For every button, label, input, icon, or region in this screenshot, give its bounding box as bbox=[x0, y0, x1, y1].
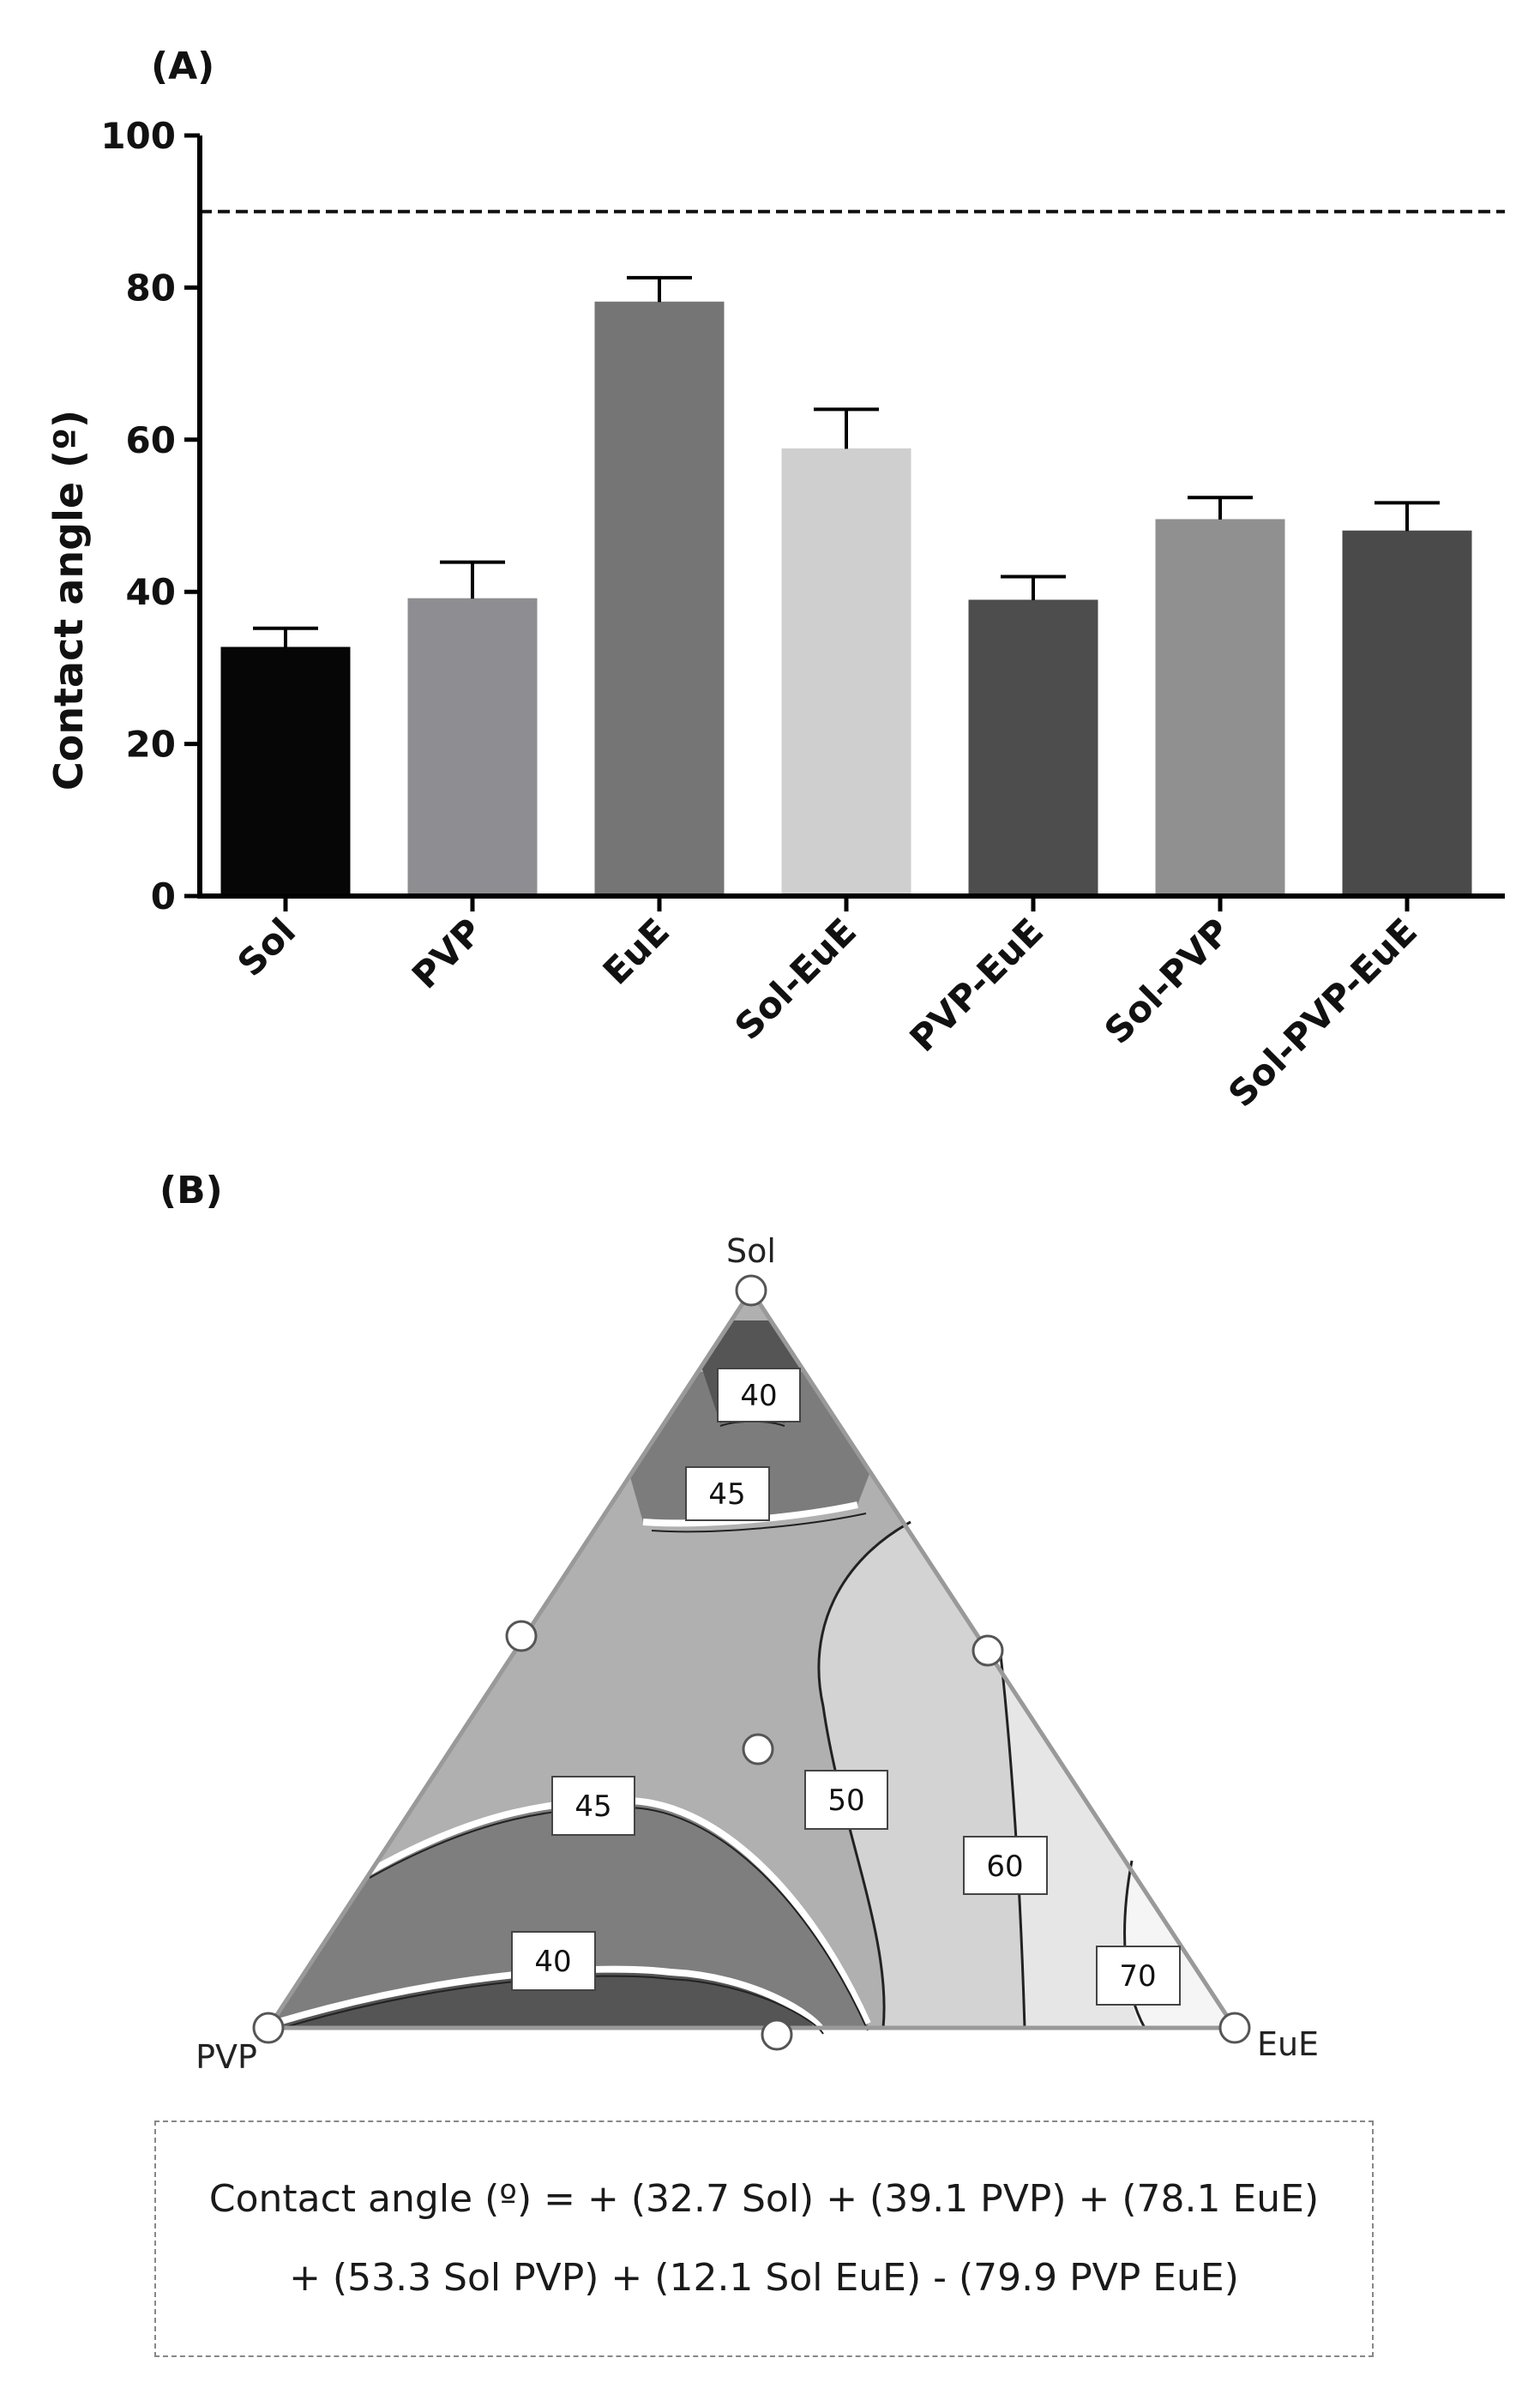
bar bbox=[1342, 530, 1472, 897]
contour-label: 70 bbox=[1096, 1946, 1181, 2006]
y-tick-label: 100 bbox=[100, 115, 176, 157]
contour-label: 45 bbox=[551, 1776, 635, 1836]
vertex-label-eue: EuE bbox=[1257, 2025, 1319, 2063]
region-above-70 bbox=[1124, 1844, 1235, 2028]
bar bbox=[1155, 519, 1285, 897]
equation-line-2: + (53.3 Sol PVP) + (12.1 Sol EuE) - (79.… bbox=[289, 2256, 1239, 2300]
svg-text:40: 40 bbox=[740, 1379, 777, 1413]
design-point bbox=[972, 1634, 1004, 1667]
y-axis-title: Contact angle (º) bbox=[45, 410, 92, 791]
svg-text:50: 50 bbox=[827, 1783, 864, 1818]
design-point bbox=[252, 2012, 285, 2044]
svg-text:45: 45 bbox=[574, 1790, 611, 1824]
contour-label: 60 bbox=[963, 1836, 1048, 1895]
vertex-label-pvp: PVP bbox=[196, 2038, 257, 2076]
svg-text:60: 60 bbox=[986, 1850, 1023, 1884]
x-tick-label: PVP-EuE bbox=[901, 910, 1051, 1060]
bar bbox=[407, 598, 538, 897]
x-tick-label: Sol-PVP bbox=[1097, 910, 1238, 1051]
design-point bbox=[505, 1620, 538, 1652]
bar bbox=[968, 599, 1098, 897]
svg-text:45: 45 bbox=[708, 1477, 745, 1512]
contour-label: 50 bbox=[804, 1770, 888, 1830]
svg-text:70: 70 bbox=[1119, 1959, 1156, 1994]
x-tick-label: EuE bbox=[595, 910, 677, 992]
y-tick-label: 40 bbox=[126, 571, 176, 613]
ternary-plot: 40 45 45 40 50 60 70 bbox=[196, 1232, 1319, 2076]
design-point bbox=[735, 1274, 767, 1307]
x-tick-label: Sol-EuE bbox=[726, 910, 864, 1048]
y-tick-label: 60 bbox=[126, 419, 176, 461]
boundary-bottom-2 bbox=[277, 1965, 827, 2035]
design-point bbox=[742, 1733, 774, 1765]
bar-chart: 0 20 40 60 80 100 Sol PVP EuE Sol-EuE PVP-EuE Sol-… bbox=[100, 115, 1505, 1115]
panel-b-label: (B) bbox=[159, 1169, 223, 1212]
x-tick-label: PVP bbox=[404, 910, 490, 996]
bar bbox=[594, 301, 725, 897]
contour-60-line bbox=[999, 1654, 1026, 2029]
x-tick-label: Sol bbox=[229, 910, 304, 984]
bar bbox=[781, 448, 911, 897]
region-bottom-below-40 bbox=[268, 1969, 823, 2028]
panel-a-label: (A) bbox=[151, 45, 214, 88]
y-tick-label: 80 bbox=[126, 267, 176, 309]
equation-line-1: Contact angle (º) = + (32.7 Sol) + (39.1… bbox=[208, 2177, 1320, 2221]
x-tick-label: Sol-PVP-EuE bbox=[1220, 910, 1425, 1115]
design-point bbox=[1218, 2012, 1251, 2044]
contour-label: 40 bbox=[511, 1931, 596, 1991]
equation-box: Contact angle (º) = + (32.7 Sol) + (39.1… bbox=[154, 2120, 1374, 2357]
contour-label: 45 bbox=[685, 1466, 770, 1521]
design-point bbox=[761, 2018, 793, 2051]
y-tick-label: 20 bbox=[126, 724, 176, 766]
y-tick-label: 0 bbox=[151, 875, 176, 917]
svg-text:40: 40 bbox=[534, 1945, 571, 1979]
contour-50-line bbox=[817, 1520, 911, 2029]
contour-label: 40 bbox=[717, 1368, 801, 1423]
bar bbox=[220, 647, 351, 897]
vertex-label-sol: Sol bbox=[726, 1232, 776, 1270]
